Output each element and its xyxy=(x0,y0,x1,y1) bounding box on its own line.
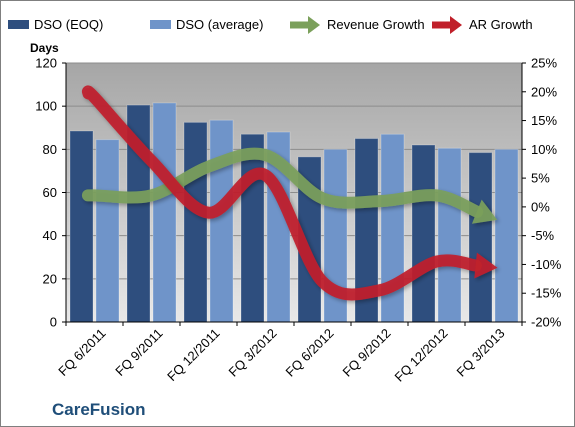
legend-item-dso-average: DSO (average) xyxy=(150,17,263,32)
bar-dso-average xyxy=(152,102,177,323)
series-line xyxy=(81,85,482,301)
y2-tick-label: 15% xyxy=(531,113,557,128)
y2-tick-label: -5% xyxy=(531,228,555,243)
y-tick-label: 40 xyxy=(43,228,57,243)
bar-dso-eoq xyxy=(183,121,208,323)
bar-dso-average xyxy=(95,139,120,323)
y2-tick-label: 5% xyxy=(531,171,550,186)
y2-tick-label: 0% xyxy=(531,199,550,214)
y2-tick-label: 10% xyxy=(531,142,557,157)
legend: DSO (EOQ) DSO (average) Revenue Growth AR G… xyxy=(8,16,533,34)
legend-label: Revenue Growth xyxy=(327,17,425,32)
line-ar-growth xyxy=(81,85,498,301)
line-revenue-growth xyxy=(81,147,498,224)
legend-label: DSO (EOQ) xyxy=(34,17,103,32)
y-tick-label: 60 xyxy=(43,185,57,200)
bar-dso-average xyxy=(209,119,234,323)
y2-tick-label: -15% xyxy=(531,286,562,301)
legend-arrowhead xyxy=(450,16,462,34)
growth-lines xyxy=(81,85,498,301)
legend-swatch xyxy=(150,20,171,29)
legend-label: DSO (average) xyxy=(176,17,263,32)
carefusion-watermark: CareFusion xyxy=(52,400,146,419)
bar-dso-eoq xyxy=(69,130,94,323)
y2-tick-label: 20% xyxy=(531,84,557,99)
legend-swatch xyxy=(8,20,29,29)
series-line xyxy=(81,147,484,218)
bar-dso-average xyxy=(494,148,519,323)
bar-dso-eoq xyxy=(411,144,436,323)
y2-tick-label: -20% xyxy=(531,315,562,330)
arrowhead xyxy=(471,199,498,224)
y-tick-label: 120 xyxy=(35,56,57,71)
y-tick-label: 20 xyxy=(43,271,57,286)
legend-item-ar-growth: AR Growth xyxy=(432,16,533,34)
bar-dso-eoq xyxy=(468,152,493,323)
legend-label: AR Growth xyxy=(469,17,533,32)
legend-arrowhead xyxy=(308,16,320,34)
legend-item-dso-eoq: DSO (EOQ) xyxy=(8,17,103,32)
y-tick-label: 80 xyxy=(43,142,57,157)
y-axis-title: Days xyxy=(30,41,59,55)
y-tick-label: 100 xyxy=(35,99,57,114)
bar-dso-average xyxy=(437,147,462,323)
bars xyxy=(69,102,519,323)
bar-dso-eoq xyxy=(240,133,265,323)
y2-tick-label: -10% xyxy=(531,257,562,272)
y-tick-label: 0 xyxy=(50,315,57,330)
legend-item-revenue-growth: Revenue Growth xyxy=(290,16,425,34)
y2-tick-label: 25% xyxy=(531,56,557,71)
arrowhead xyxy=(474,252,498,279)
